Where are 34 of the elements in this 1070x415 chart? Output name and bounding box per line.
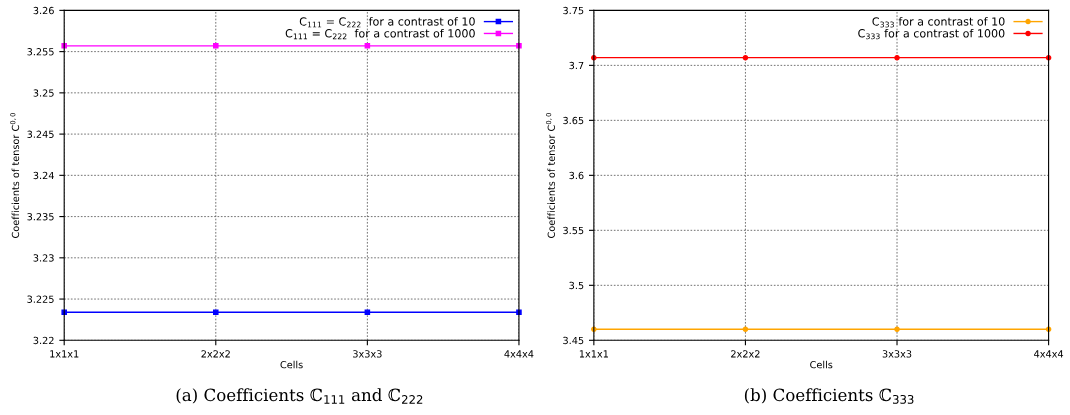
text: (a) Coefficients ℂ$_{111}$ and ℂ$_{222}$ [176,388,423,404]
x-axis-title: Cells [810,360,833,369]
legend-label: C$_{333}$ for a contrast of 1000 [858,28,1005,40]
y-tick-label: 3.65 [563,116,584,125]
x-tick-label: 4x4x4 [1034,350,1064,358]
y-tick-label: 3.225 [27,295,54,303]
y-axis-title: Coefficients of tensor C$^{0,0}$ [10,112,20,238]
y-tick-label: 3.245 [27,130,54,138]
y-tick-label: 3.55 [563,226,584,235]
x-tick-label: 3x3x3 [353,350,382,358]
y-tick-label: 3.26 [33,6,54,15]
y-tick-label: 3.24 [33,171,54,180]
x-tick-label: 2x2x2 [201,350,230,358]
y-tick-label: 3.235 [27,213,54,221]
legend-label: C$_{111}$ = C$_{222}$ for a contrast of 10 [299,17,475,28]
x-tick-label: 4x4x4 [504,350,534,358]
y-tick-label: 3.5 [569,281,584,290]
y-tick-label: 3.7 [569,61,584,70]
x-axis-title: Cells [280,360,303,369]
legend-label: C$_{111}$ = C$_{222}$ for a contrast of 1000 [285,28,475,40]
y-axis-title: Coefficients of tensor C$^{0,0}$ [546,112,555,238]
y-tick-label: 3.45 [563,336,584,345]
text: (b) Coefficients ℂ$_{333}$ [744,388,914,404]
x-tick-label: 3x3x3 [882,350,912,358]
y-tick-label: 3.23 [33,254,54,262]
legend-label: C$_{333}$ for a contrast of 10 [872,17,1005,28]
y-tick-label: 3.6 [569,171,584,180]
y-tick-label: 3.25 [33,89,54,97]
x-tick-label: 1x1x1 [579,350,608,358]
x-tick-label: 1x1x1 [50,350,79,358]
y-tick-label: 3.255 [27,48,54,56]
y-tick-label: 3.22 [33,336,54,345]
y-tick-label: 3.75 [563,6,584,15]
x-tick-label: 2x2x2 [731,350,760,358]
